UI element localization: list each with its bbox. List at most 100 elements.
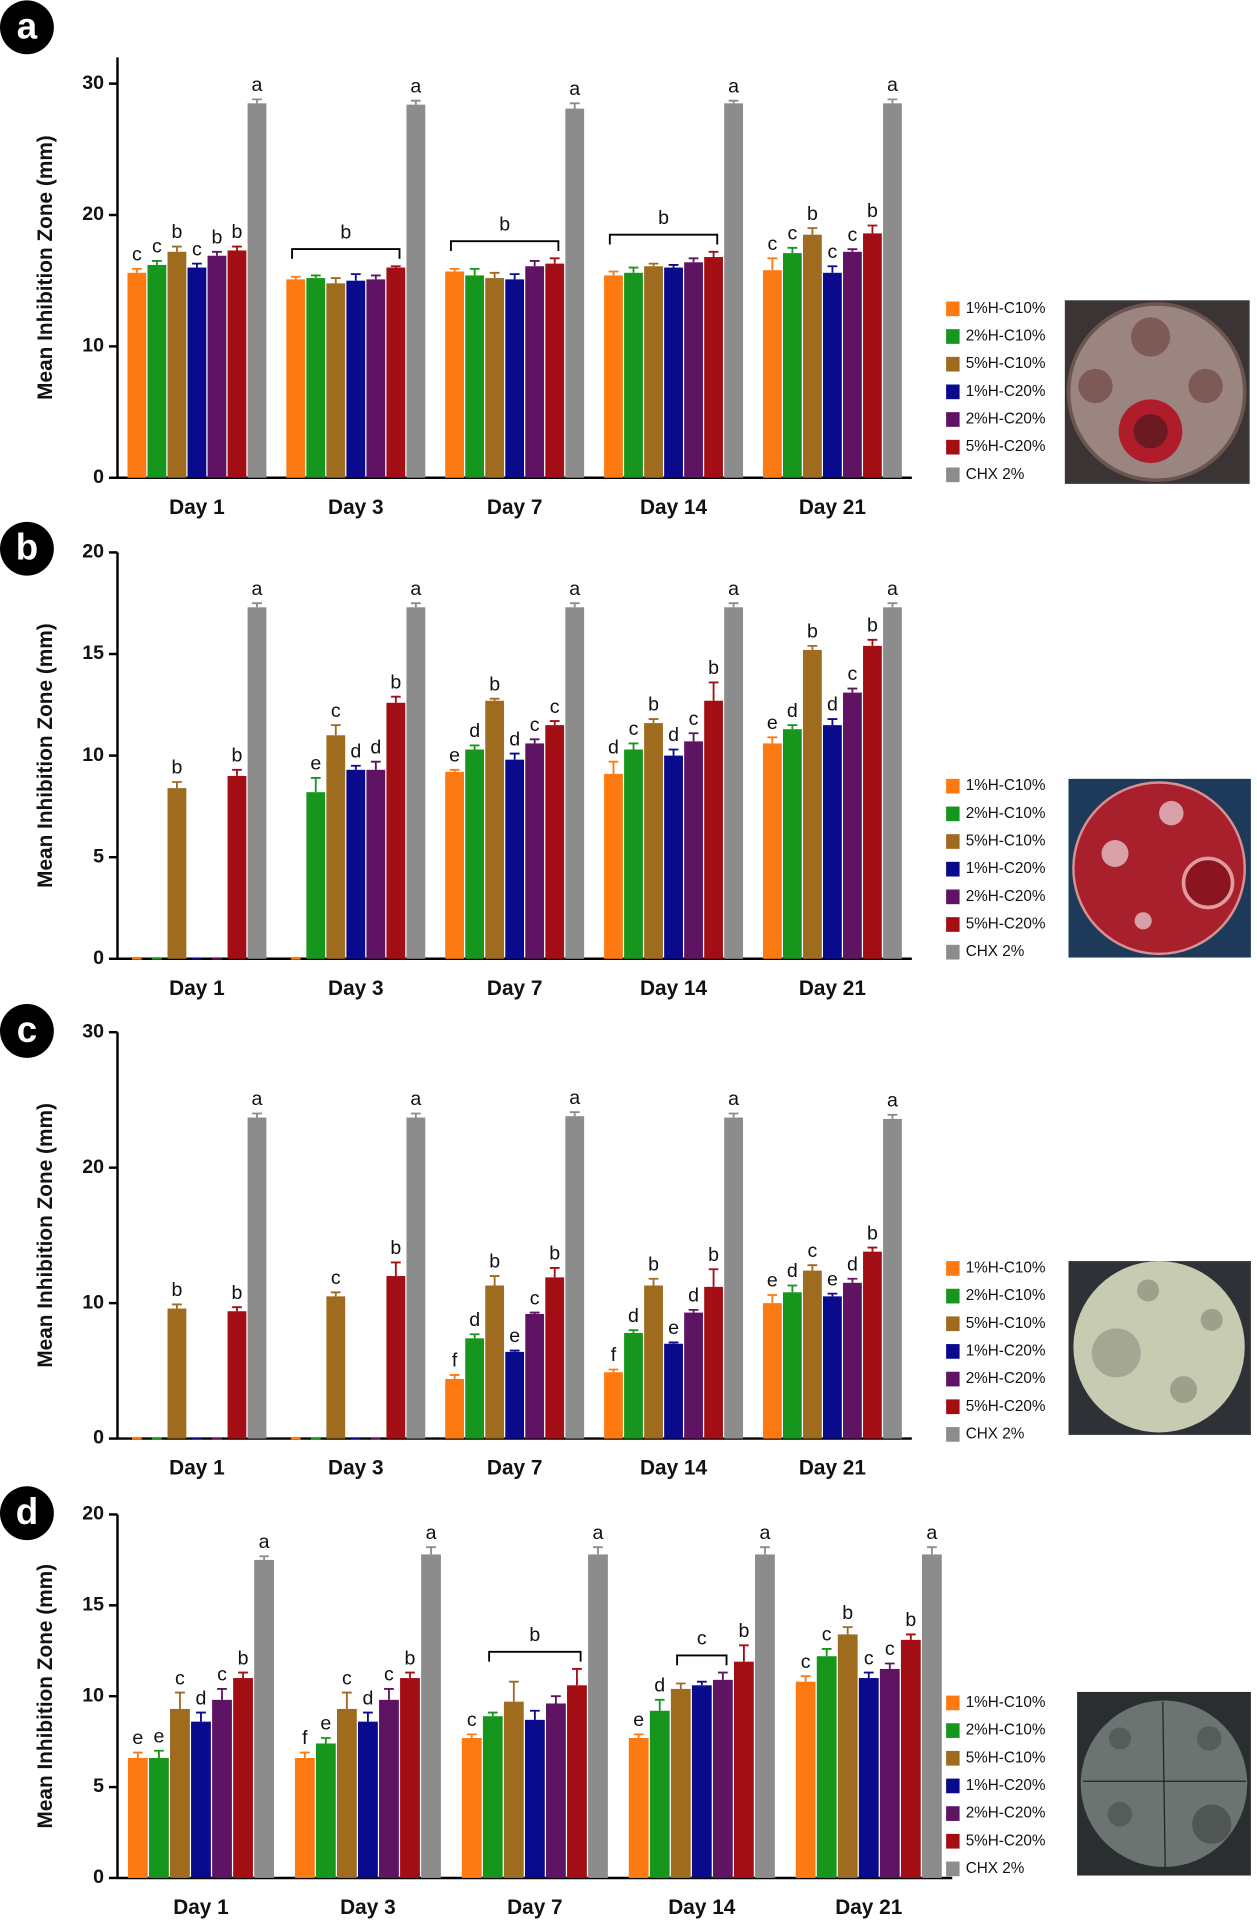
error-bar — [708, 250, 719, 258]
significance-letter: b — [708, 1244, 719, 1266]
legend-swatch — [946, 778, 960, 794]
bar — [227, 250, 247, 478]
significance-letter: c — [689, 708, 699, 730]
bar — [900, 1639, 921, 1878]
bar — [883, 1118, 902, 1439]
significance-letter: b — [807, 621, 818, 643]
error-bar — [628, 266, 639, 273]
x-tick-label: Day 7 — [507, 1896, 563, 1919]
legend-label: 1%H-C20% — [966, 1777, 1046, 1794]
panel-label: d — [16, 1491, 38, 1532]
legend-swatch — [946, 384, 960, 400]
error-bar — [131, 267, 142, 273]
y-tick-label: 10 — [82, 1684, 104, 1706]
significance-letter: d — [628, 1305, 639, 1327]
error-bar — [363, 1711, 373, 1722]
legend-swatch — [946, 467, 960, 483]
legend-swatch — [946, 944, 960, 960]
legend-swatch — [946, 412, 960, 427]
bar — [565, 607, 585, 959]
significance-letter: e — [449, 745, 460, 767]
error-bar — [887, 1113, 898, 1119]
error-bar — [466, 1733, 477, 1739]
x-tick-label: Day 7 — [487, 496, 543, 519]
bar — [823, 272, 842, 478]
significance-letter: b — [232, 221, 243, 243]
y-tick-label: 0 — [93, 466, 104, 488]
significance-letter: e — [509, 1325, 520, 1347]
error-bar — [132, 1751, 143, 1759]
bar — [191, 1721, 211, 1878]
error-bar — [905, 1633, 916, 1640]
bar — [628, 1738, 649, 1878]
significance-letter: a — [252, 1088, 263, 1110]
x-tick-label: Day 3 — [328, 1457, 384, 1480]
significance-letter: c — [342, 1667, 352, 1689]
bar — [406, 607, 426, 959]
bar — [712, 1679, 733, 1878]
bar — [883, 607, 902, 959]
y-tick-label: 20 — [82, 203, 104, 225]
error-bar — [549, 720, 560, 726]
significance-letter: a — [252, 578, 263, 600]
bar — [326, 735, 346, 959]
bar — [664, 755, 683, 959]
significance-letter: d — [827, 694, 838, 716]
x-tick-label: Day 3 — [328, 496, 384, 519]
error-bar — [330, 277, 341, 284]
significance-letter: b — [489, 673, 500, 695]
y-tick-label: 5 — [93, 845, 104, 867]
significance-letter: b — [390, 1237, 401, 1259]
significance-letter: b — [549, 1243, 560, 1265]
bar — [524, 1719, 545, 1878]
error-bar — [648, 718, 659, 724]
bar — [762, 1303, 782, 1439]
legend-label: CHX 2% — [966, 1860, 1025, 1877]
bar — [545, 263, 565, 478]
bar — [421, 1554, 441, 1878]
significance-letter: a — [759, 1522, 770, 1544]
bar — [485, 700, 505, 959]
bar — [503, 1701, 524, 1878]
bar — [485, 278, 505, 478]
error-bar — [405, 1671, 415, 1679]
bar — [684, 741, 703, 959]
bar — [863, 233, 882, 478]
error-bar — [648, 1277, 659, 1286]
bracket — [608, 233, 719, 245]
bar — [879, 1668, 900, 1878]
bracket-label: c — [697, 1628, 707, 1650]
legend-swatch — [946, 917, 960, 932]
legend-label: 5%H-C10% — [966, 1315, 1046, 1332]
legend-label: 1%H-C10% — [966, 777, 1046, 794]
error-bar — [807, 1264, 818, 1271]
bar — [505, 1351, 525, 1439]
y-axis-label: Mean Inhibition Zone (mm) — [34, 623, 57, 888]
error-bar — [259, 1555, 269, 1560]
bar — [588, 1554, 608, 1878]
significance-letter: c — [550, 696, 560, 718]
error-bar — [330, 724, 341, 736]
error-bar — [410, 99, 421, 105]
error-bar — [569, 1111, 580, 1117]
y-tick-label: 0 — [93, 1427, 104, 1449]
bar — [755, 1554, 775, 1878]
bar — [782, 253, 802, 478]
error-bar — [410, 1112, 421, 1118]
error-bar — [310, 274, 321, 279]
error-bar — [867, 224, 878, 234]
y-tick-label: 10 — [82, 1291, 104, 1313]
panel-label: a — [17, 5, 38, 46]
bar — [167, 251, 187, 478]
significance-letter: b — [171, 1279, 182, 1301]
significance-letter: b — [232, 1282, 243, 1304]
bracket — [676, 1654, 728, 1666]
bracket — [488, 1650, 582, 1662]
significance-letter: c — [152, 236, 162, 258]
significance-letter: b — [905, 1609, 916, 1631]
significance-letter: c — [848, 663, 858, 685]
significance-letter: d — [654, 1675, 665, 1697]
error-bar — [196, 1711, 206, 1722]
bar — [247, 103, 267, 478]
bar — [724, 103, 743, 478]
